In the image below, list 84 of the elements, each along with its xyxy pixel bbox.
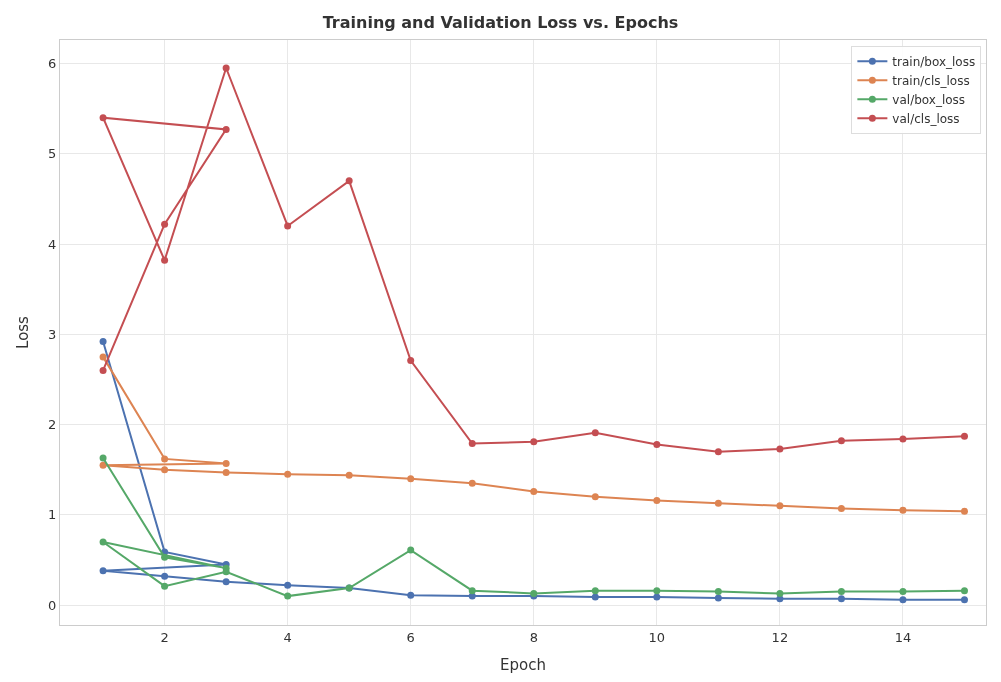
point: [653, 440, 661, 448]
point: [591, 587, 599, 595]
y-tick-label: 3: [48, 326, 57, 342]
point: [653, 587, 661, 595]
point: [960, 587, 968, 595]
y-tick-label: 4: [48, 236, 57, 252]
point: [776, 589, 784, 597]
point: [222, 459, 230, 467]
point: [99, 538, 107, 546]
x-tick-label: 2: [160, 629, 169, 645]
point: [591, 429, 599, 437]
point: [407, 356, 415, 364]
y-tick-label: 5: [48, 146, 57, 162]
point: [468, 592, 476, 600]
point: [899, 435, 907, 443]
y-tick-label: 1: [48, 507, 57, 523]
point: [222, 125, 230, 133]
chart-title: Training and Validation Loss vs. Epochs: [322, 13, 679, 33]
point: [591, 493, 599, 501]
point: [161, 455, 169, 463]
point: [714, 588, 722, 596]
point: [345, 471, 353, 479]
point: [161, 220, 169, 228]
point: [284, 592, 292, 600]
x-axis-title: Epoch: [500, 655, 546, 674]
x-tick-label: 12: [771, 629, 789, 645]
point: [99, 366, 107, 374]
point: [899, 506, 907, 514]
point: [653, 496, 661, 504]
point: [899, 596, 907, 604]
point: [222, 468, 230, 476]
point: [161, 553, 169, 561]
point: [284, 222, 292, 230]
point: [899, 588, 907, 596]
point: [284, 470, 292, 478]
point: [530, 487, 538, 495]
y-tick-label: 2: [48, 417, 57, 433]
point: [222, 64, 230, 72]
point: [407, 591, 415, 599]
point: [837, 437, 845, 445]
point: [960, 596, 968, 604]
point: [468, 479, 476, 487]
y-tick-label: 6: [48, 56, 57, 72]
point: [161, 256, 169, 264]
point: [960, 507, 968, 515]
point: [161, 582, 169, 590]
point: [407, 546, 415, 554]
point: [99, 461, 107, 469]
point: [776, 445, 784, 453]
point: [714, 448, 722, 456]
point: [468, 440, 476, 448]
point: [776, 502, 784, 510]
point: [653, 593, 661, 601]
point: [99, 567, 107, 575]
point: [99, 353, 107, 361]
point: [530, 438, 538, 446]
y-axis-title: Loss: [14, 315, 33, 349]
legend-label: train/box_loss: [892, 55, 976, 70]
point: [161, 572, 169, 580]
x-tick-label: 6: [406, 629, 415, 645]
x-tick-label: 4: [283, 629, 292, 645]
point: [99, 454, 107, 462]
x-tick-label: 14: [894, 629, 912, 645]
x-tick-label: 10: [648, 629, 666, 645]
point: [591, 593, 599, 601]
point: [714, 499, 722, 507]
legend-label: val/box_loss: [892, 93, 966, 108]
point: [960, 432, 968, 440]
point: [714, 594, 722, 602]
point: [284, 581, 292, 589]
y-tick-label: 0: [48, 597, 57, 613]
point: [161, 466, 169, 474]
point: [837, 505, 845, 513]
point: [407, 475, 415, 483]
point: [837, 595, 845, 603]
point: [468, 587, 476, 595]
point: [837, 588, 845, 596]
point: [99, 338, 107, 346]
x-tick-label: 8: [529, 629, 538, 645]
legend-label: val/cls_loss: [892, 112, 960, 127]
point: [345, 177, 353, 185]
legend-label: train/cls_loss: [892, 74, 970, 89]
point: [99, 114, 107, 122]
point: [222, 578, 230, 586]
